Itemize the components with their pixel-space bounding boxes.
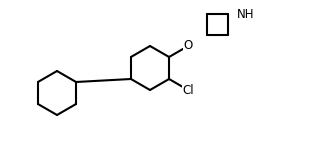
Text: Cl: Cl [182,84,194,97]
Text: O: O [183,39,193,52]
Text: NH: NH [237,8,254,21]
